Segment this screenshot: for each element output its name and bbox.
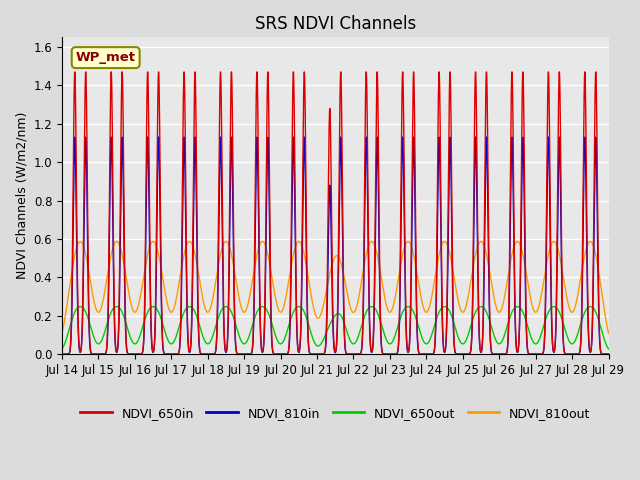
Title: SRS NDVI Channels: SRS NDVI Channels xyxy=(255,15,416,33)
Legend: NDVI_650in, NDVI_810in, NDVI_650out, NDVI_810out: NDVI_650in, NDVI_810in, NDVI_650out, NDV… xyxy=(76,402,595,424)
Y-axis label: NDVI Channels (W/m2/nm): NDVI Channels (W/m2/nm) xyxy=(15,112,28,279)
Text: WP_met: WP_met xyxy=(76,51,136,64)
